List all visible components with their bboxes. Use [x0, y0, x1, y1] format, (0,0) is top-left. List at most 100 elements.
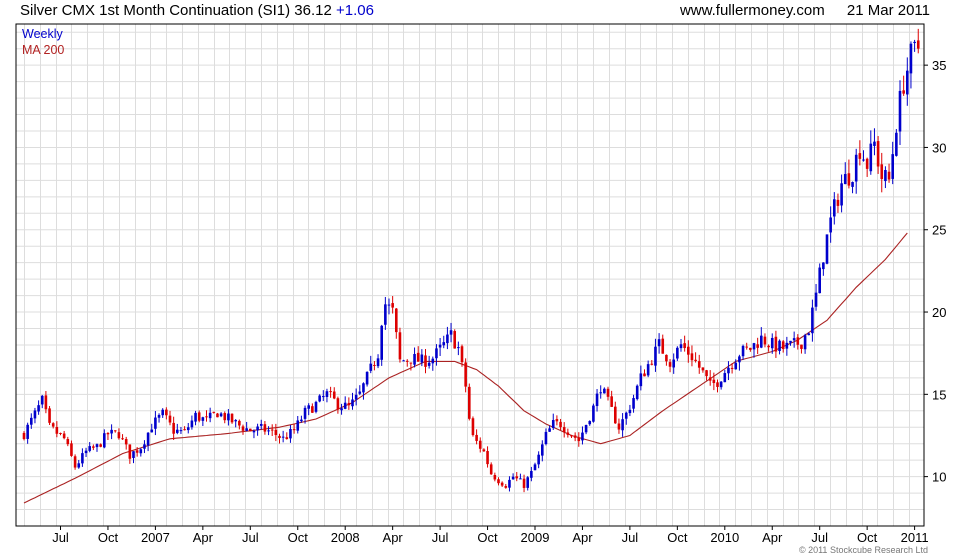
candle-body	[457, 347, 460, 349]
candle-body	[66, 439, 70, 445]
x-tick-label: Oct	[98, 530, 119, 545]
candle-body	[475, 434, 478, 441]
candle-body	[300, 419, 303, 422]
candle-body	[292, 429, 296, 431]
candle-body	[628, 409, 632, 414]
candle-body	[796, 337, 800, 345]
candle-body	[727, 367, 730, 374]
candle-body	[887, 171, 891, 180]
candle-body	[862, 159, 865, 161]
candle-body	[639, 373, 643, 387]
candle-body	[369, 363, 373, 371]
candle-body	[216, 413, 219, 418]
candle-body	[847, 173, 851, 186]
candle-body	[48, 408, 51, 423]
candle-body	[402, 360, 405, 362]
legend-ma200: MA 200	[22, 43, 65, 57]
candle-body	[632, 398, 635, 409]
candle-body	[44, 395, 48, 410]
candle-body	[113, 430, 117, 432]
candle-body	[763, 336, 767, 345]
candle-body	[442, 342, 446, 346]
candle-body	[734, 362, 738, 370]
candle-body	[482, 449, 486, 452]
candle-body	[672, 359, 675, 368]
candle-body	[913, 41, 916, 44]
candle-body	[500, 482, 504, 486]
candle-body	[880, 164, 884, 179]
candle-body	[570, 435, 573, 437]
candle-body	[172, 422, 175, 434]
candle-body	[51, 423, 55, 427]
candles-layer	[22, 28, 920, 493]
candle-body	[741, 345, 745, 357]
candle-body	[296, 420, 300, 431]
candle-body	[895, 132, 898, 156]
candle-body	[599, 392, 602, 394]
candle-body	[340, 408, 343, 411]
candle-body	[110, 429, 113, 434]
candle-body	[562, 427, 566, 433]
candle-body	[376, 358, 380, 367]
candle-body	[738, 356, 741, 363]
x-tick-label: 2008	[331, 530, 360, 545]
x-tick-label: Oct	[477, 530, 498, 545]
candle-body	[617, 423, 621, 430]
candle-body	[449, 330, 453, 335]
candle-body	[354, 394, 358, 400]
copyright: © 2011 Stockcube Research Ltd	[798, 545, 928, 555]
candle-body	[654, 346, 657, 366]
candle-body	[774, 336, 778, 352]
candle-body	[756, 344, 759, 348]
candle-body	[701, 367, 705, 371]
candle-body	[446, 334, 449, 344]
candle-body	[752, 343, 756, 350]
candle-body	[424, 355, 427, 367]
candle-body	[767, 345, 770, 348]
candle-body	[285, 437, 289, 440]
candle-body	[508, 479, 511, 488]
candle-body	[566, 432, 570, 435]
candle-body	[884, 170, 887, 182]
candle-body	[869, 143, 873, 172]
candle-body	[365, 371, 369, 385]
candle-body	[416, 352, 420, 362]
candle-body	[318, 395, 321, 402]
candle-body	[267, 430, 270, 432]
candle-body	[584, 424, 588, 433]
candle-body	[511, 476, 515, 480]
x-tick-label: Jul	[242, 530, 259, 545]
y-tick-label: 35	[932, 58, 946, 73]
candle-body	[719, 381, 723, 388]
x-tick-label: Oct	[667, 530, 688, 545]
candle-body	[840, 183, 843, 206]
x-axis: Jul Oct 2007 Apr Jul Oct 2008 Apr Jul Oct 2009 Apr J…	[52, 526, 929, 545]
candle-body	[486, 451, 489, 465]
candle-body	[263, 424, 267, 432]
candle-body	[548, 428, 551, 432]
candle-body	[208, 412, 212, 419]
candle-body	[124, 439, 128, 445]
candle-body	[468, 386, 471, 419]
candle-body	[865, 158, 869, 169]
candle-body	[836, 199, 840, 206]
grid	[16, 24, 924, 526]
x-tick-label: 2011	[901, 530, 929, 545]
x-tick-label: Jul	[622, 530, 639, 545]
candle-body	[683, 343, 686, 349]
candle-body	[800, 344, 803, 349]
site-link[interactable]: www.fullermoney.com	[679, 2, 825, 19]
candle-body	[504, 486, 508, 488]
candle-body	[40, 395, 44, 405]
candle-body	[854, 154, 858, 182]
candle-body	[792, 338, 796, 341]
candle-body	[760, 335, 763, 348]
candle-body	[668, 362, 672, 367]
candle-body	[807, 333, 811, 336]
candle-body	[157, 414, 161, 418]
price-change: +1.06	[336, 2, 374, 19]
candle-body	[559, 421, 562, 428]
x-tick-label: Jul	[432, 530, 449, 545]
candle-body	[26, 424, 29, 439]
